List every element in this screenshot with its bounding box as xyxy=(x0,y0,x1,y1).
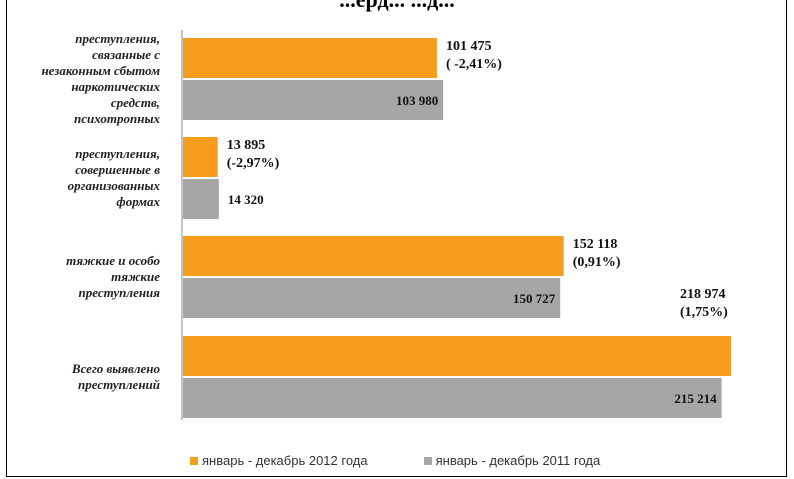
data-label-change: (-2,97%) xyxy=(227,156,280,171)
category-label: преступления, связанные с незаконным сбыто… xyxy=(41,31,160,126)
bar-2012 xyxy=(183,336,731,376)
bar-2011 xyxy=(183,278,561,318)
bar-2011 xyxy=(183,179,219,219)
data-label-value: 13 895 xyxy=(227,138,266,153)
chart-frame xyxy=(6,0,787,477)
category-label-line: психотропных xyxy=(74,111,160,126)
category-label-line: преступлений xyxy=(78,377,160,392)
category-label-line: преступления xyxy=(79,285,161,300)
data-label-value: 218 974 xyxy=(680,287,726,302)
bar-2011 xyxy=(183,80,444,120)
category-label-line: связанные с xyxy=(92,47,160,62)
category-label-line: совершенные в xyxy=(75,162,160,177)
data-label-value: 101 475 xyxy=(446,39,492,54)
data-label-change: (0,91%) xyxy=(573,255,621,270)
category-label-line: тяжкие и особо xyxy=(66,253,160,268)
category-label-line: организованных xyxy=(68,178,161,193)
category-label-line: преступления, xyxy=(75,31,160,46)
legend-swatch-2012 xyxy=(190,456,198,465)
category-label-line: Всего выявлено xyxy=(71,361,161,376)
category-label-line: наркотических xyxy=(71,79,160,94)
data-label-value: 150 727 xyxy=(513,291,556,306)
chart-legend: январь - декабрь 2012 года январь - дека… xyxy=(190,453,656,468)
data-label-value: 103 980 xyxy=(396,93,438,108)
category-label: Всего выявлено преступлений xyxy=(71,361,161,392)
legend-label-2011: январь - декабрь 2011 года xyxy=(435,453,601,468)
data-label-value: 215 214 xyxy=(674,391,717,406)
bar-2011 xyxy=(183,378,722,418)
bar-2012 xyxy=(183,38,437,78)
legend-item-2012: январь - декабрь 2012 года xyxy=(190,453,368,468)
category-label-line: незаконным сбытом xyxy=(41,63,160,78)
data-label-value: 152 118 xyxy=(573,237,618,252)
legend-swatch-2011 xyxy=(423,456,432,465)
category-label: тяжкие и особо тяжкие преступления xyxy=(66,253,160,300)
category-label-line: средств, xyxy=(111,95,160,110)
data-label-value: 14 320 xyxy=(228,192,264,207)
category-label-line: преступления, xyxy=(75,146,160,161)
legend-item-2011: январь - декабрь 2011 года xyxy=(423,453,601,468)
bar-2012 xyxy=(183,137,218,177)
bar-2012 xyxy=(183,236,564,276)
data-label-change: (1,75%) xyxy=(680,305,728,320)
category-label-line: тяжкие xyxy=(111,269,160,284)
data-label-change: ( -2,41%) xyxy=(446,57,502,72)
chart-title-fragment: ...ерд... ...д... xyxy=(0,0,794,13)
category-label-line: формах xyxy=(116,194,160,209)
legend-label-2012: январь - декабрь 2012 года xyxy=(202,453,368,468)
category-label: преступления, совершенные в организованных… xyxy=(68,146,161,209)
